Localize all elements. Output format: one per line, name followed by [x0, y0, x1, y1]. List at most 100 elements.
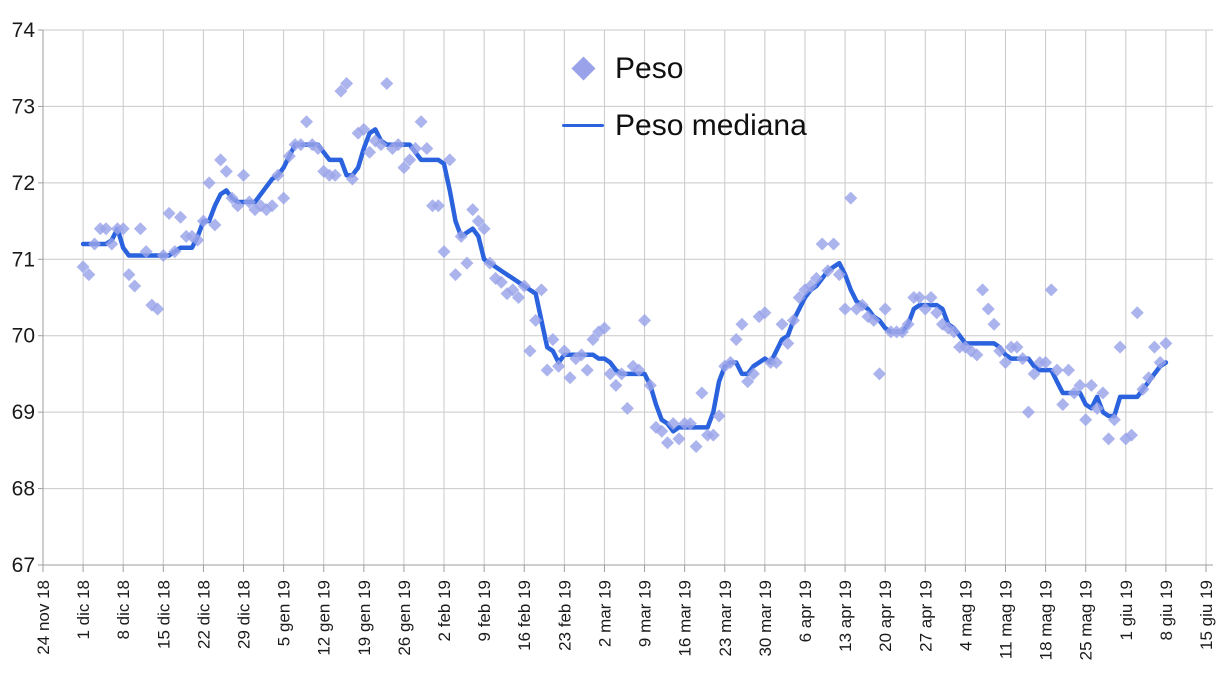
scatter-point [420, 141, 434, 155]
scatter-point [615, 367, 629, 381]
x-tick-label: 5 gen 19 [275, 580, 294, 646]
scatter-point [1096, 386, 1110, 400]
scatter-point [1102, 432, 1116, 446]
x-tick-label: 16 feb 19 [515, 580, 534, 651]
scatter-point [471, 214, 485, 228]
scatter-point [867, 313, 881, 327]
scatter-point [99, 222, 113, 236]
y-tick-label: 73 [12, 95, 35, 118]
scatter-point [523, 344, 537, 358]
scatter-point [758, 306, 772, 320]
scatter-point [672, 432, 686, 446]
x-tick-label: 26 gen 19 [395, 580, 414, 656]
scatter-point [575, 348, 589, 362]
scatter-point [746, 367, 760, 381]
scatter-point [162, 206, 176, 220]
x-tick-label: 24 nov 18 [34, 580, 53, 655]
scatter-point [1079, 413, 1093, 427]
scatter-point [809, 271, 823, 285]
scatter-point [156, 248, 170, 262]
scatter-point [775, 317, 789, 331]
scatter-point [792, 291, 806, 304]
scatter-point [1056, 398, 1070, 411]
scatter-point [683, 417, 697, 431]
scatter-point [1016, 352, 1030, 366]
scatter-point [998, 355, 1012, 369]
scatter-point [88, 237, 102, 251]
scatter-point [437, 245, 451, 259]
scatter-point [976, 283, 990, 297]
scatter-point [787, 313, 801, 327]
scatter-point [403, 153, 417, 167]
x-tick-label: 8 giu 19 [1157, 580, 1176, 641]
scatter-point [895, 325, 909, 339]
scatter-point [741, 375, 755, 389]
scatter-point [689, 440, 703, 454]
scatter-point [448, 268, 462, 282]
scatter-point [844, 191, 858, 205]
legend-item-peso: Peso [560, 40, 807, 97]
scatter-point [122, 268, 136, 282]
x-tick-label: 15 giu 19 [1197, 580, 1216, 650]
scatter-point [431, 199, 445, 213]
scatter-point [1039, 355, 1053, 369]
scatter-point [632, 363, 646, 377]
scatter-point [219, 164, 233, 178]
scatter-point [947, 325, 961, 339]
scatter-point [1067, 386, 1081, 400]
x-tick-label: 9 mar 19 [636, 580, 655, 647]
scatter-point [1159, 336, 1173, 350]
scatter-point [1130, 306, 1144, 320]
x-tick-label: 1 dic 18 [74, 580, 93, 640]
x-tick-label: 23 feb 19 [555, 580, 574, 651]
x-tick-label: 13 apr 19 [836, 580, 855, 652]
chart-legend: Peso Peso mediana [560, 40, 807, 154]
x-tick-label: 6 apr 19 [796, 580, 815, 642]
scatter-point [913, 291, 927, 304]
scatter-point [1125, 428, 1139, 442]
scatter-point [506, 283, 520, 297]
scatter-point [769, 355, 783, 369]
scatter-point [838, 302, 852, 316]
scatter-point [918, 302, 932, 316]
scatter-point [168, 245, 182, 259]
scatter-point [328, 168, 342, 182]
x-tick-label: 25 mag 19 [1077, 580, 1096, 660]
scatter-point [340, 77, 354, 90]
scatter-point [173, 210, 187, 224]
scatter-point [76, 260, 90, 274]
x-tick-label: 20 apr 19 [876, 580, 895, 652]
scatter-point [82, 268, 96, 282]
scatter-point [878, 302, 892, 316]
scatter-point [563, 371, 577, 385]
scatter-point [970, 348, 984, 362]
scatter-point [534, 283, 548, 297]
scatter-point [781, 336, 795, 350]
scatter-point [609, 378, 623, 392]
scatter-point [529, 313, 543, 327]
scatter-point [1153, 355, 1167, 369]
x-tick-label: 18 mag 19 [1037, 580, 1056, 660]
y-tick-label: 72 [12, 172, 35, 195]
scatter-point [597, 321, 611, 335]
scatter-point [552, 359, 566, 373]
scatter-point [1073, 378, 1087, 392]
scatter-point [357, 122, 371, 136]
scatter-point [993, 344, 1007, 358]
scatter-point [987, 317, 1001, 331]
x-tick-label: 12 gen 19 [315, 580, 334, 656]
y-tick-label: 70 [12, 325, 35, 348]
scatter-point [620, 401, 634, 415]
scatter-point [1044, 283, 1058, 297]
scatter-point [643, 378, 657, 392]
scatter-point [271, 168, 285, 182]
scatter-point [483, 256, 497, 270]
x-tick-label: 23 mar 19 [716, 580, 735, 657]
scatter-point [517, 279, 531, 293]
x-tick-label: 30 mar 19 [756, 580, 775, 657]
x-tick-label: 15 dic 18 [154, 580, 173, 649]
scatter-point [414, 115, 428, 129]
scatter-point [821, 264, 835, 278]
scatter-point [827, 237, 841, 251]
